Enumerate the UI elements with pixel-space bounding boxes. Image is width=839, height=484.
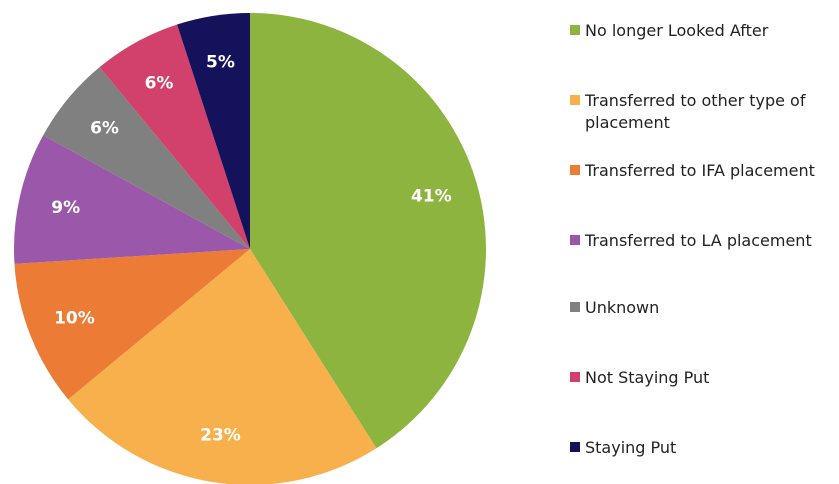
legend-label: Transferred to LA placement (585, 231, 812, 250)
pie-slice (99, 24, 251, 250)
legend-entry: No longer Looked After (570, 20, 835, 42)
legend-label: Unknown (585, 298, 660, 317)
pie: 41% 23% 10% 9% 6% 6% 5% (14, 13, 486, 484)
pie-slice (43, 67, 251, 249)
legend-swatch (570, 95, 580, 105)
data-label: 10% (54, 309, 95, 329)
legend-entry: Transferred to IFA placement (570, 160, 835, 182)
legend-swatch (570, 302, 580, 312)
legend-entry: Transferred to other type of placement (570, 90, 835, 134)
data-label: 6% (90, 119, 119, 139)
legend-label: No longer Looked After (585, 21, 769, 40)
legend-swatch (570, 372, 580, 382)
legend-entry: Staying Put (570, 437, 835, 459)
pie-slice (250, 13, 486, 449)
legend-label: Transferred to other type of placement (585, 91, 806, 132)
legend-swatch (570, 25, 580, 35)
legend-swatch (570, 442, 580, 452)
legend-entry: Transferred to LA placement (570, 230, 835, 252)
legend-swatch (570, 235, 580, 245)
data-label: 9% (51, 198, 80, 218)
pie-slice (14, 135, 250, 264)
legend-label: Staying Put (585, 438, 677, 457)
pie-slice (14, 249, 250, 400)
pie-slice (177, 13, 250, 249)
legend-label: Not Staying Put (585, 368, 710, 387)
data-label: 5% (206, 53, 235, 73)
data-label: 41% (411, 186, 452, 206)
legend-entry: Unknown (570, 297, 835, 319)
legend-label: Transferred to IFA placement (585, 161, 815, 180)
legend-swatch (570, 165, 580, 175)
legend-entry: Not Staying Put (570, 367, 835, 389)
data-label: 23% (200, 425, 241, 445)
data-label: 6% (145, 74, 174, 94)
pie-slice (68, 249, 377, 484)
